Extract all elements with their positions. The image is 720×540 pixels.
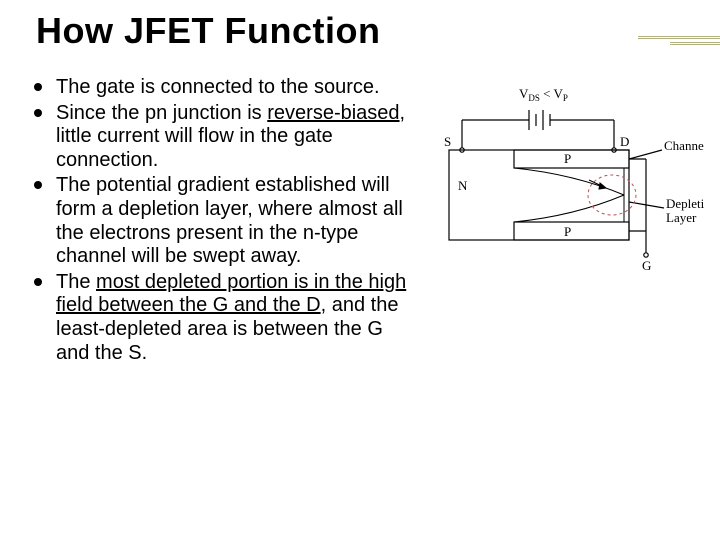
jfet-diagram: VDS < VP bbox=[424, 80, 704, 280]
label-s: S bbox=[444, 134, 451, 149]
label-p-top: P bbox=[564, 151, 571, 166]
bullet-text-underline: reverse-biased bbox=[267, 102, 399, 124]
accent-bar-bottom bbox=[670, 42, 720, 46]
list-item: The gate is connected to the source. bbox=[28, 76, 408, 100]
bullet-text-pre: Since the pn junction is bbox=[56, 102, 267, 124]
list-item: The potential gradient established will … bbox=[28, 174, 408, 268]
body-text: The gate is connected to the source. Sin… bbox=[28, 76, 408, 367]
bullet-text: The potential gradient established will … bbox=[56, 174, 403, 267]
list-item: Since the pn junction is reverse-biased,… bbox=[28, 102, 408, 173]
bullet-list: The gate is connected to the source. Sin… bbox=[28, 76, 408, 365]
bullet-text: The gate is connected to the source. bbox=[56, 76, 380, 98]
list-item: The most depleted portion is in the high… bbox=[28, 271, 408, 365]
bullet-text-pre: The bbox=[56, 271, 96, 293]
label-p-bottom: P bbox=[564, 224, 571, 239]
accent-bar-top bbox=[638, 36, 720, 40]
label-channel: Channel bbox=[664, 138, 704, 153]
label-depletion: Depletion bbox=[666, 196, 704, 211]
vds-label: VDS < VP bbox=[519, 86, 568, 103]
label-layer: Layer bbox=[666, 210, 697, 225]
slide-title: How JFET Function bbox=[36, 10, 380, 52]
label-n: N bbox=[458, 178, 468, 193]
label-d: D bbox=[620, 134, 629, 149]
label-g: G bbox=[642, 258, 651, 273]
